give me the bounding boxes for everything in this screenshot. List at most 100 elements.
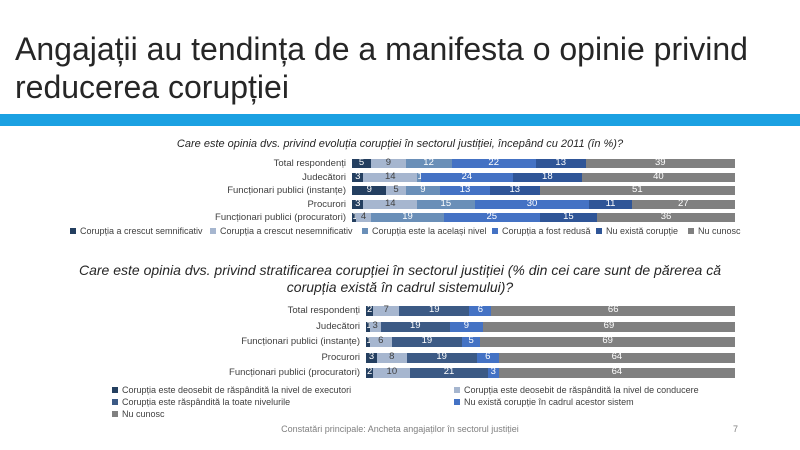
- category-label: Funcționari publici (procuratori): [229, 367, 360, 378]
- data-label: 8: [389, 350, 395, 362]
- data-label: 66: [607, 304, 619, 315]
- chart2-title: Care este opinia dvs. privind stratifica…: [79, 262, 721, 295]
- legend-swatch: [112, 398, 118, 405]
- data-label: 9: [385, 157, 392, 168]
- legend-swatch: [210, 227, 216, 234]
- data-label: 9: [366, 184, 372, 195]
- legend-item: Corupția este la același nivel: [362, 226, 487, 236]
- data-label: 36: [660, 211, 672, 222]
- category-label: Judecători: [302, 171, 346, 183]
- bar-segment: [417, 172, 421, 182]
- accent-bar: [0, 114, 800, 126]
- legend-item: Nu cunosc: [688, 226, 741, 236]
- data-label: 64: [611, 366, 623, 377]
- legend-swatch: [492, 227, 498, 234]
- data-label: 25: [486, 211, 498, 222]
- slide-title: Angajații au tendința de a manifesta o o…: [15, 31, 748, 105]
- legend-label: Corupția a crescut nesemnificativ: [220, 226, 353, 236]
- data-label: 27: [677, 197, 689, 209]
- data-label: 1: [417, 171, 423, 182]
- legend-label: Nu cunosc: [122, 409, 165, 419]
- legend-label: Corupția este deosebit de răspândită la …: [122, 385, 352, 395]
- data-label: 6: [485, 350, 491, 362]
- data-label: 9: [420, 184, 426, 195]
- bar-segment: [405, 159, 452, 168]
- data-label: 14: [385, 170, 396, 182]
- bar-segment: [352, 172, 364, 182]
- bar-segment: [498, 352, 735, 363]
- bar-segment: [386, 186, 406, 195]
- data-label: 1: [366, 336, 372, 346]
- bar-segment: [391, 337, 462, 347]
- legend-swatch: [688, 227, 694, 234]
- legend-swatch: [112, 410, 118, 417]
- data-label: 13: [459, 184, 471, 195]
- bar-segment: [443, 213, 540, 222]
- bar-segment: [451, 159, 536, 168]
- data-label: 12: [423, 157, 434, 168]
- data-label: 69: [602, 335, 613, 346]
- legend-label: Nu există corupție: [606, 226, 679, 236]
- legend-label: Nu există corupție în cadrul acestor sis…: [464, 397, 634, 407]
- data-label: 5: [358, 157, 365, 168]
- legend-item: Corupția este răspândită la toate nivelu…: [112, 397, 290, 407]
- legend-item: Nu există corupție: [596, 226, 678, 236]
- bar-segment: [420, 172, 513, 182]
- legend-label: Corupția este deosebit de răspândită la …: [464, 385, 699, 395]
- data-label: 13: [555, 157, 566, 168]
- bar-segment: [482, 321, 735, 332]
- bar-segment: [355, 213, 372, 222]
- bar-segment: [380, 321, 451, 332]
- data-label: 5: [393, 184, 399, 195]
- legend-item: Nu există corupție în cadrul acestor sis…: [454, 397, 634, 407]
- bar-segment: [581, 172, 735, 182]
- legend-swatch: [454, 386, 460, 393]
- category-label: Total respondenți: [287, 305, 360, 316]
- data-label: 19: [436, 350, 447, 362]
- data-label: 15: [563, 211, 574, 222]
- data-label: 19: [402, 211, 413, 222]
- bar-segment: [480, 337, 735, 347]
- data-label: 10: [386, 366, 398, 377]
- data-label: 19: [410, 319, 421, 331]
- bar-segment: [512, 172, 582, 182]
- legend-swatch: [454, 398, 460, 405]
- bar-segment: [352, 199, 364, 209]
- legend-label: Corupția a fost redusă: [502, 226, 591, 236]
- data-label: 51: [632, 184, 643, 195]
- bar-segment: [539, 186, 735, 195]
- legend-label: Corupția a crescut semnificativ: [80, 226, 203, 236]
- bar-segment: [406, 352, 477, 363]
- legend-item: Corupția este deosebit de răspândită la …: [454, 385, 699, 395]
- data-label: 69: [603, 319, 615, 331]
- data-label: 30: [526, 197, 538, 209]
- data-label: 19: [421, 335, 433, 346]
- bar-segment: [597, 213, 735, 222]
- data-label: 2: [367, 304, 373, 315]
- bar-segment: [631, 199, 735, 209]
- bar-segment: [539, 213, 598, 222]
- bar-segment: [363, 172, 418, 182]
- legend-item: Nu cunosc: [112, 409, 165, 419]
- legend-swatch: [362, 227, 368, 234]
- bar-segment: [589, 199, 632, 209]
- category-label: Funcționari publici (instanțe): [227, 185, 346, 196]
- bar-segment: [366, 337, 370, 347]
- data-label: 21: [443, 366, 455, 377]
- bar-segment: [352, 213, 356, 222]
- bar-segment: [405, 186, 441, 195]
- data-label: 1: [352, 212, 358, 222]
- data-label: 9: [463, 319, 470, 331]
- data-label: 3: [355, 197, 361, 209]
- page-number: 7: [733, 424, 739, 434]
- data-label: 3: [372, 319, 378, 331]
- category-label: Procurori: [307, 198, 346, 210]
- data-label: 18: [542, 170, 553, 182]
- legend-item: Corupția a crescut semnificativ: [70, 226, 203, 236]
- bar-segment: [377, 352, 407, 363]
- legend-swatch: [70, 227, 76, 234]
- bar-segment: [535, 159, 586, 168]
- data-label: 6: [477, 304, 484, 315]
- data-label: 3: [490, 366, 496, 377]
- chart1-title: Care este opinia dvs. privind evoluția c…: [176, 138, 624, 150]
